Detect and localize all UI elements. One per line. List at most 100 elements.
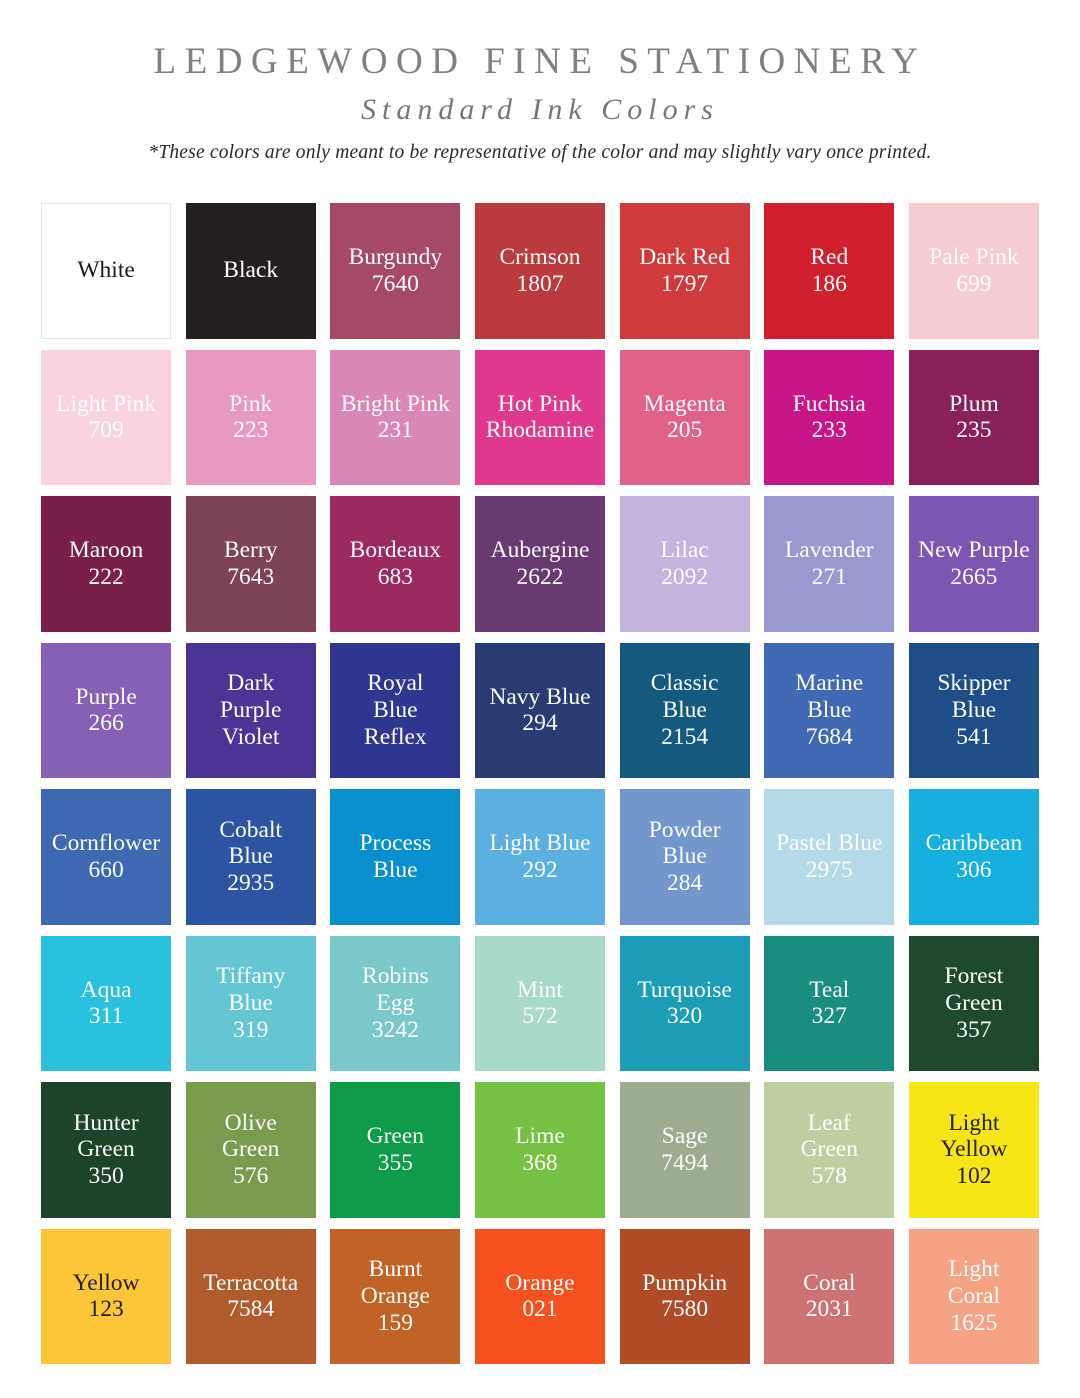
swatch-code: 319 [233, 1016, 269, 1043]
color-swatch-burnt-orange: Burnt Orange 159 [330, 1228, 461, 1364]
color-swatch-light-coral: Light Coral 1625 [908, 1228, 1039, 1364]
color-swatch-bright-pink: Bright Pink 231 [330, 349, 461, 485]
swatch-name: Bordeaux [349, 537, 442, 564]
chart-header: LEDGEWOOD FINE STATIONERY Standard Ink C… [0, 0, 1080, 164]
color-swatch-cornflower: Cornflower 660 [41, 789, 172, 925]
swatch-code: 102 [956, 1163, 992, 1190]
swatch-code: 320 [667, 1003, 703, 1030]
color-swatch-pale-pink: Pale Pink 699 [908, 203, 1039, 339]
color-swatch-burgundy: Burgundy 7640 [330, 203, 461, 339]
swatch-code: 222 [88, 563, 124, 590]
color-swatch-pumpkin: Pumpkin 7580 [619, 1228, 750, 1364]
swatch-code: 709 [88, 417, 124, 444]
swatch-code: 1797 [661, 270, 709, 297]
swatch-name: Classic Blue [650, 670, 719, 723]
swatch-name: Powder Blue [648, 816, 721, 870]
swatch-name: Cobalt Blue [219, 816, 283, 870]
swatch-code: 271 [811, 563, 847, 590]
color-swatch-black: Black [185, 203, 316, 339]
swatch-code: 350 [88, 1163, 124, 1190]
page-title: LEDGEWOOD FINE STATIONERY [153, 41, 927, 82]
swatch-name: Light Blue [489, 830, 591, 857]
swatch-code: 7580 [661, 1296, 709, 1323]
color-swatch-white: White [41, 203, 172, 339]
color-swatch-powder-blue: Powder Blue 284 [619, 789, 750, 925]
swatch-name: Lime [515, 1123, 565, 1150]
color-swatch-hunter-green: Hunter Green 350 [41, 1082, 172, 1218]
color-swatch-teal: Teal 327 [764, 935, 895, 1071]
swatch-code: 231 [377, 417, 413, 444]
swatch-code: 2975 [805, 856, 853, 883]
swatch-name: Light Coral [947, 1256, 1001, 1309]
color-swatch-fuchsia: Fuchsia 233 [764, 349, 895, 485]
color-swatch-aubergine: Aubergine 2622 [474, 496, 606, 632]
swatch-code: 123 [88, 1296, 124, 1323]
swatch-code: 1625 [950, 1309, 998, 1336]
swatch-name: Bright Pink [340, 390, 450, 417]
color-swatch-red: Red 186 [764, 203, 895, 339]
swatch-code: 1807 [516, 270, 564, 297]
swatch-name: Royal Blue Reflex [364, 670, 427, 750]
swatch-name: Terracotta [203, 1269, 299, 1296]
swatch-name: New Purple [918, 537, 1030, 564]
swatch-name: Light Yellow [940, 1109, 1008, 1163]
swatch-code: 7584 [227, 1296, 275, 1323]
swatch-code: 541 [956, 723, 992, 750]
color-swatch-mint: Mint 572 [474, 935, 606, 1071]
swatch-name: Pastel Blue [776, 830, 883, 857]
swatch-name: Aubergine [490, 537, 590, 564]
swatch-code: 294 [522, 710, 558, 737]
swatch-code: 233 [811, 417, 847, 444]
color-swatch-marine-blue: Marine Blue 7684 [764, 642, 895, 778]
swatch-name: Pale Pink [929, 244, 1019, 271]
color-swatch-plum: Plum 235 [908, 349, 1039, 485]
color-swatch-classic-blue: Classic Blue 2154 [619, 642, 750, 778]
color-swatch-magenta: Magenta 205 [619, 349, 750, 485]
swatch-code: 7494 [661, 1149, 709, 1176]
swatch-name: Process Blue [359, 830, 432, 883]
swatch-name: Red [810, 244, 849, 271]
color-swatch-robins-egg: Robins Egg 3242 [330, 935, 461, 1071]
swatch-code: 159 [377, 1309, 413, 1336]
color-swatch-berry: Berry 7643 [185, 496, 316, 632]
swatch-name: Marine Blue [795, 670, 864, 723]
color-swatch-hot-pink-rhodamine: Hot Pink Rhodamine [474, 349, 606, 485]
swatch-code: 3242 [371, 1016, 419, 1043]
swatch-name: Caribbean [925, 830, 1023, 857]
color-swatch-terracotta: Terracotta 7584 [185, 1228, 316, 1364]
swatch-code: 357 [956, 1016, 992, 1043]
swatch-name: Mint [517, 976, 563, 1003]
swatch-name: Crimson [499, 244, 581, 271]
color-swatch-dark-red: Dark Red 1797 [619, 203, 750, 339]
swatch-code: 2622 [516, 563, 564, 590]
swatch-code: 021 [522, 1296, 558, 1323]
swatch-name: Burgundy [348, 244, 443, 271]
swatch-name: Hot Pink Rhodamine [485, 390, 595, 444]
swatch-name: White [77, 257, 135, 284]
color-swatch-navy-blue: Navy Blue 294 [474, 642, 606, 778]
color-swatch-coral: Coral 2031 [764, 1228, 895, 1364]
swatch-name: Leaf Green [800, 1109, 858, 1163]
swatch-code: 2092 [661, 563, 709, 590]
swatch-name: Fuchsia [792, 390, 866, 417]
color-swatch-royal-blue-reflex: Royal Blue Reflex [330, 642, 461, 778]
color-swatch-olive-green: Olive Green 576 [185, 1082, 316, 1218]
swatch-code: 327 [811, 1003, 847, 1030]
swatch-code: 7640 [371, 270, 419, 297]
color-swatch-turquoise: Turquoise 320 [619, 935, 750, 1071]
color-swatch-sage: Sage 7494 [619, 1082, 750, 1218]
swatch-name: Navy Blue [489, 683, 591, 710]
swatch-code: 311 [88, 1003, 124, 1030]
swatch-name: Aqua [80, 976, 132, 1003]
swatch-name: Burnt Orange [360, 1256, 430, 1309]
swatch-code: 306 [956, 856, 992, 883]
color-swatch-lime: Lime 368 [474, 1082, 606, 1218]
swatch-name: Magenta [643, 390, 726, 417]
swatch-code: 368 [522, 1149, 558, 1176]
swatch-name: Olive Green [222, 1109, 280, 1163]
color-swatch-pastel-blue: Pastel Blue 2975 [764, 789, 895, 925]
swatch-name: Orange [505, 1269, 575, 1296]
swatch-name: Dark Red [639, 244, 730, 271]
swatch-code: 7643 [227, 563, 275, 590]
